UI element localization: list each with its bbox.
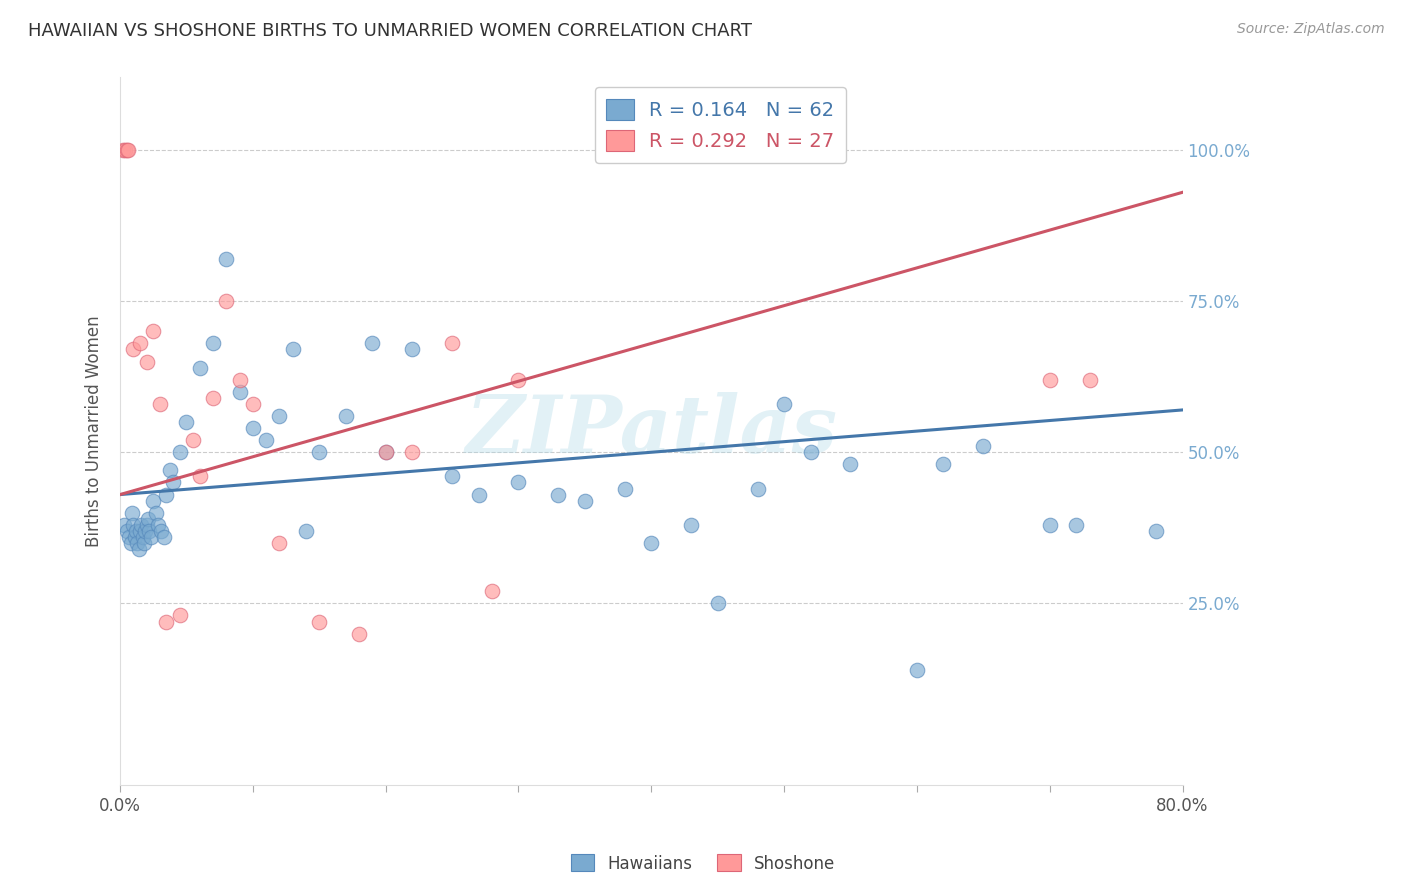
Point: [121, 506, 143, 520]
Point: [640, 536, 662, 550]
Point: [115, 143, 138, 157]
Point: [706, 596, 728, 610]
Point: [932, 458, 955, 472]
Point: [269, 536, 291, 550]
Point: [134, 524, 156, 538]
Y-axis label: Births to Unmarried Women: Births to Unmarried Women: [86, 315, 103, 547]
Point: [508, 475, 530, 490]
Point: [547, 487, 569, 501]
Point: [162, 475, 184, 490]
Point: [401, 445, 423, 459]
Point: [242, 397, 264, 411]
Point: [129, 517, 152, 532]
Point: [401, 343, 423, 357]
Point: [308, 445, 330, 459]
Point: [440, 336, 463, 351]
Point: [117, 143, 139, 157]
Point: [150, 524, 173, 538]
Point: [773, 397, 796, 411]
Point: [135, 517, 157, 532]
Point: [335, 409, 357, 423]
Point: [142, 493, 165, 508]
Point: [118, 530, 141, 544]
Point: [128, 524, 150, 538]
Point: [467, 487, 489, 501]
Point: [155, 487, 177, 501]
Point: [839, 458, 862, 472]
Point: [131, 530, 153, 544]
Point: [125, 524, 148, 538]
Point: [135, 354, 157, 368]
Point: [128, 541, 150, 556]
Point: [188, 360, 211, 375]
Point: [132, 536, 155, 550]
Point: [149, 397, 172, 411]
Legend: R = 0.164   N = 62, R = 0.292   N = 27: R = 0.164 N = 62, R = 0.292 N = 27: [595, 87, 846, 162]
Point: [747, 482, 769, 496]
Point: [1064, 517, 1087, 532]
Point: [136, 512, 159, 526]
Point: [142, 324, 165, 338]
Point: [1144, 524, 1167, 538]
Point: [228, 384, 250, 399]
Point: [574, 493, 596, 508]
Point: [115, 524, 138, 538]
Text: Source: ZipAtlas.com: Source: ZipAtlas.com: [1237, 22, 1385, 37]
Point: [347, 626, 370, 640]
Point: [1039, 517, 1062, 532]
Point: [361, 336, 384, 351]
Point: [254, 433, 277, 447]
Point: [295, 524, 318, 538]
Point: [215, 252, 238, 266]
Point: [176, 415, 198, 429]
Point: [1078, 373, 1101, 387]
Point: [228, 373, 250, 387]
Point: [127, 536, 149, 550]
Point: [215, 294, 238, 309]
Point: [269, 409, 291, 423]
Point: [242, 421, 264, 435]
Point: [124, 530, 146, 544]
Point: [681, 517, 703, 532]
Point: [120, 536, 142, 550]
Point: [152, 530, 174, 544]
Legend: Hawaiians, Shoshone: Hawaiians, Shoshone: [564, 847, 842, 880]
Point: [613, 482, 636, 496]
Point: [481, 584, 503, 599]
Point: [201, 336, 224, 351]
Point: [188, 469, 211, 483]
Point: [122, 517, 145, 532]
Point: [1039, 373, 1062, 387]
Point: [114, 143, 136, 157]
Point: [138, 524, 160, 538]
Point: [145, 506, 167, 520]
Point: [139, 530, 162, 544]
Point: [201, 391, 224, 405]
Point: [111, 143, 134, 157]
Point: [159, 463, 181, 477]
Point: [905, 663, 928, 677]
Point: [374, 445, 396, 459]
Point: [112, 517, 135, 532]
Point: [148, 517, 170, 532]
Point: [169, 445, 191, 459]
Point: [508, 373, 530, 387]
Point: [181, 433, 204, 447]
Point: [281, 343, 304, 357]
Point: [374, 445, 396, 459]
Point: [155, 615, 177, 629]
Point: [308, 615, 330, 629]
Point: [972, 439, 994, 453]
Text: HAWAIIAN VS SHOSHONE BIRTHS TO UNMARRIED WOMEN CORRELATION CHART: HAWAIIAN VS SHOSHONE BIRTHS TO UNMARRIED…: [28, 22, 752, 40]
Text: ZIPatlas: ZIPatlas: [465, 392, 838, 470]
Point: [440, 469, 463, 483]
Point: [169, 608, 191, 623]
Point: [122, 343, 145, 357]
Point: [800, 445, 823, 459]
Point: [128, 336, 150, 351]
